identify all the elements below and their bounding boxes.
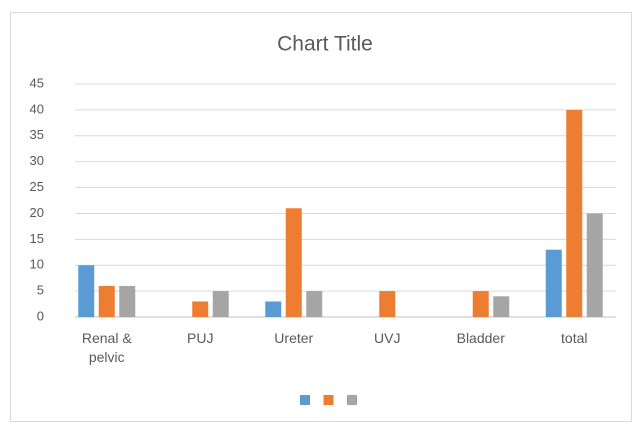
- bar: [379, 291, 396, 317]
- bar: [566, 109, 583, 317]
- y-tick-label: 10: [30, 257, 44, 272]
- legend-swatch: [323, 395, 334, 405]
- bar: [493, 296, 510, 317]
- y-tick-label: 45: [30, 75, 44, 90]
- y-tick-label: 30: [30, 153, 44, 168]
- x-tick-label: Ureter: [274, 330, 314, 346]
- bar: [98, 285, 115, 317]
- bar: [192, 301, 209, 317]
- bar: [265, 301, 282, 317]
- legend-swatch: [300, 395, 310, 405]
- bar: [586, 213, 603, 317]
- y-tick-label: 20: [30, 205, 44, 220]
- x-tick-label: PUJ: [187, 330, 214, 346]
- bar: [545, 249, 562, 317]
- x-tick-label: Renal & pelvic: [81, 330, 132, 365]
- x-tick-label: Bladder: [456, 330, 505, 346]
- bar: [212, 291, 229, 317]
- bar: [78, 265, 95, 317]
- chart-border: [10, 12, 632, 422]
- bar: [285, 208, 302, 317]
- y-tick-label: 25: [30, 179, 44, 194]
- y-tick-label: 0: [37, 308, 44, 323]
- bar: [119, 285, 136, 317]
- y-tick-label: 5: [37, 283, 44, 298]
- y-tick-label: 40: [30, 101, 44, 116]
- x-tick-label: UVJ: [374, 330, 401, 346]
- y-tick-label: 15: [30, 231, 44, 246]
- x-tick-label: total: [561, 330, 588, 346]
- legend-swatch: [347, 395, 357, 405]
- y-tick-label: 35: [30, 127, 44, 142]
- bar: [306, 291, 323, 317]
- bar: [472, 291, 489, 317]
- chart-title: Chart Title: [277, 33, 373, 56]
